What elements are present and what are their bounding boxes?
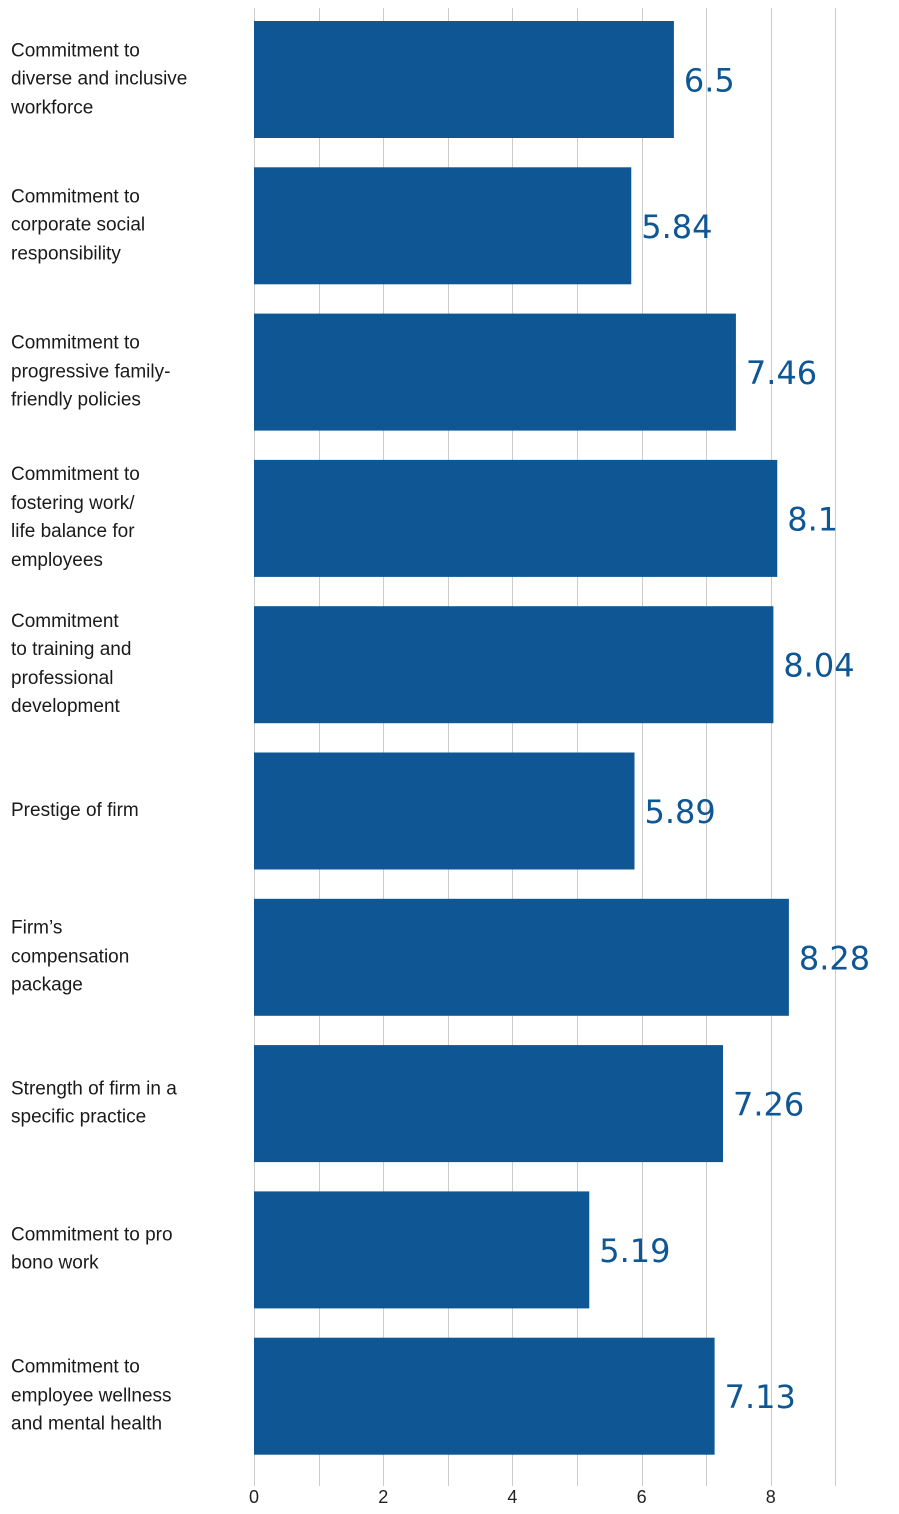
bars	[254, 21, 789, 1455]
value-label: 5.19	[599, 1232, 670, 1270]
category-label: Firm’s compensation package	[11, 917, 130, 996]
category-label: Commitment to progressive family- friend…	[11, 332, 171, 411]
value-label: 7.13	[725, 1378, 796, 1416]
category-label: Prestige of firm	[11, 799, 139, 821]
value-label: 7.26	[733, 1086, 804, 1124]
value-label: 5.84	[641, 208, 712, 246]
x-tick-label: 4	[507, 1487, 517, 1507]
bar	[254, 1045, 723, 1163]
category-label: Commitment to diverse and inclusive work…	[11, 39, 188, 118]
category-label: Commitment to corporate social responsib…	[11, 186, 146, 265]
bar	[254, 167, 632, 285]
x-tick-label: 2	[378, 1487, 388, 1507]
value-label: 5.89	[644, 793, 715, 831]
bar	[254, 898, 789, 1016]
value-label: 7.46	[746, 354, 817, 392]
x-tick-label: 0	[249, 1487, 259, 1507]
value-label: 8.1	[787, 500, 838, 538]
category-label: Commitment to employee wellness and ment…	[11, 1356, 172, 1435]
bar	[254, 459, 778, 577]
value-label: 6.5	[684, 62, 735, 100]
category-label: Strength of firm in a specific practice	[11, 1078, 177, 1128]
bar	[254, 313, 736, 431]
value-label: 8.28	[799, 939, 870, 977]
x-axis-ticks: 0 2 4 6 8	[249, 1487, 776, 1507]
value-label: 8.04	[783, 647, 854, 685]
category-label: Commitment to training and professional …	[11, 610, 132, 718]
category-label: Commitment to fostering work/ life balan…	[11, 464, 140, 571]
x-tick-label: 6	[637, 1487, 647, 1507]
bar	[254, 606, 774, 724]
value-labels: 6.5 5.84 7.46 8.1 8.04 5.89 8.28 7.26 5.19 7.13	[599, 62, 870, 1417]
bar	[254, 1191, 590, 1309]
category-label: Commitment to pro bono work	[11, 1224, 173, 1274]
bar	[254, 752, 635, 870]
bar	[254, 21, 674, 138]
x-tick-label: 8	[766, 1487, 776, 1507]
bar	[254, 1337, 715, 1455]
